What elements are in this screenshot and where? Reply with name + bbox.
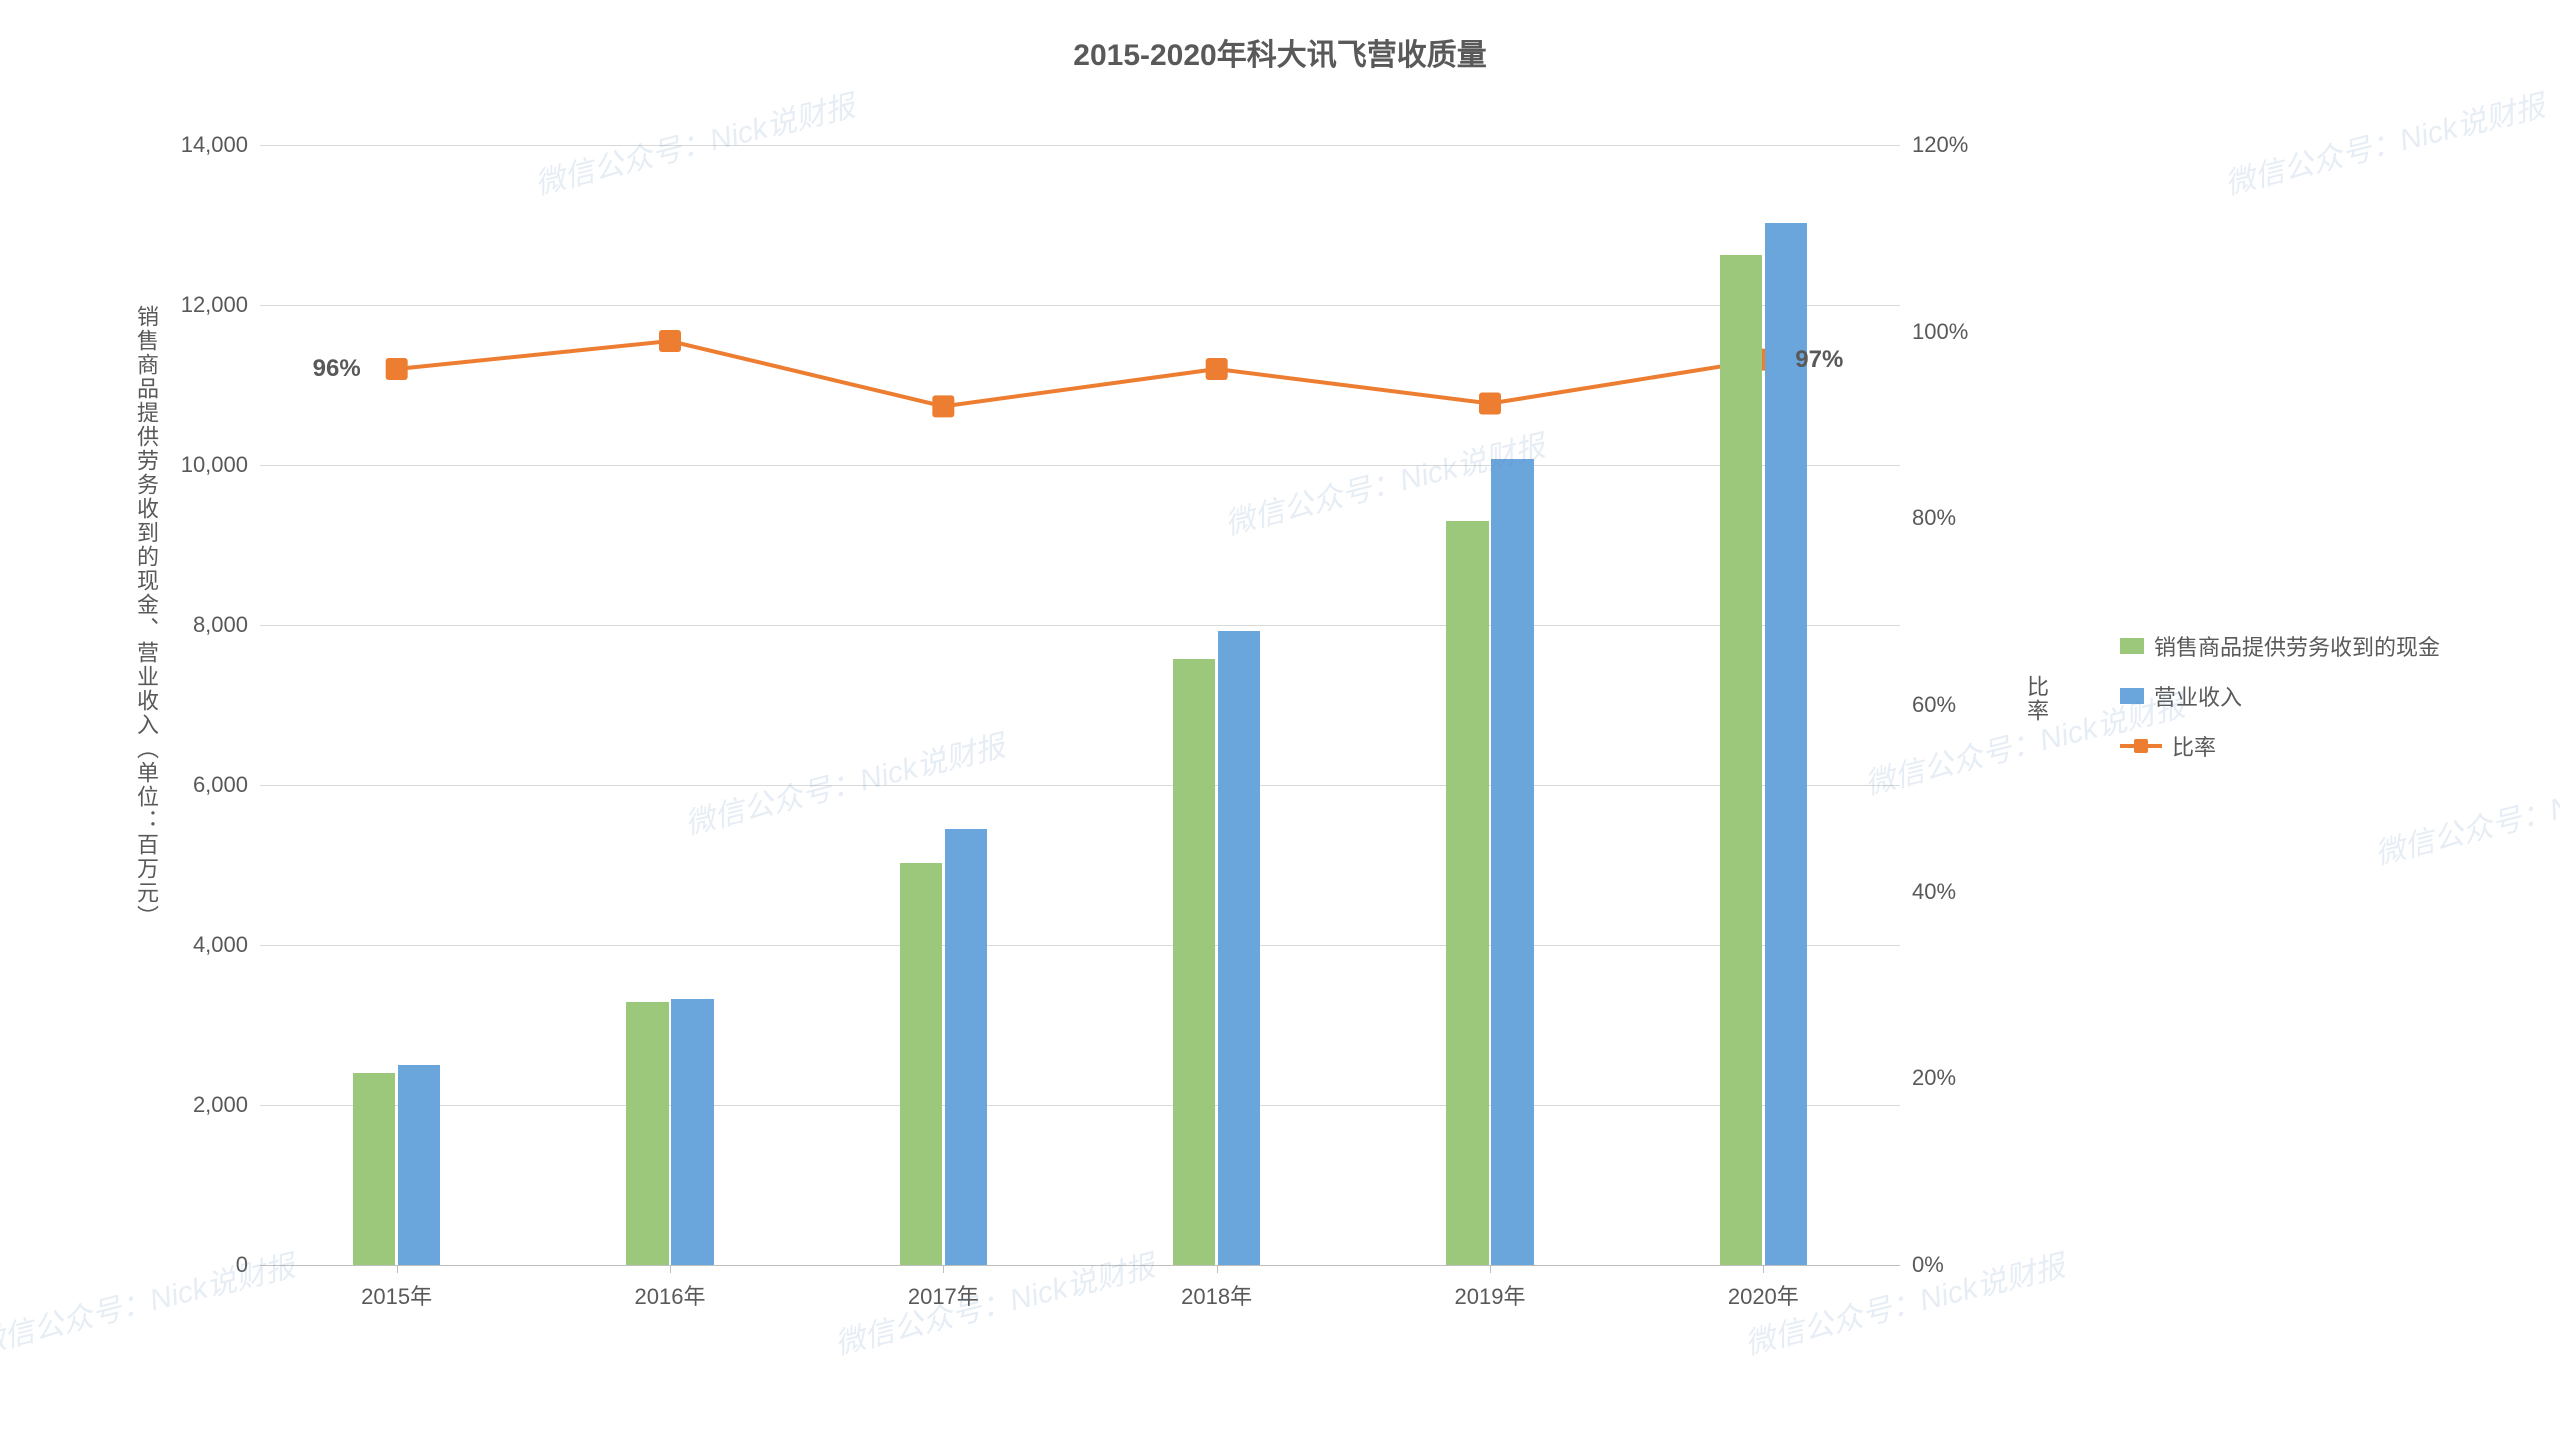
bar xyxy=(1720,255,1762,1265)
y-left-axis-title: 销售商品提供劳务收到的现金、营业收入（单位：百万元） xyxy=(130,305,162,929)
chart-title: 2015-2020年科大讯飞营收质量 xyxy=(0,30,2560,74)
ratio-marker xyxy=(659,330,681,352)
x-tick-label: 2018年 xyxy=(1181,1265,1252,1311)
y-left-tick: 14,000 xyxy=(181,132,260,158)
bar xyxy=(1446,521,1488,1265)
ratio-marker xyxy=(1479,393,1501,415)
x-tick-label: 2017年 xyxy=(908,1265,979,1311)
y-right-tick: 20% xyxy=(1900,1065,1956,1091)
y-left-tick: 2,000 xyxy=(193,1092,260,1118)
ratio-marker xyxy=(386,358,408,380)
ratio-marker xyxy=(932,395,954,417)
ratio-data-label: 96% xyxy=(313,355,361,383)
y-right-tick: 120% xyxy=(1900,132,1968,158)
y-right-axis-title: 比率 xyxy=(2020,675,2052,723)
x-tick-label: 2020年 xyxy=(1728,1265,1799,1311)
x-tick-label: 2016年 xyxy=(635,1265,706,1311)
bar xyxy=(1765,223,1807,1265)
ratio-polyline xyxy=(397,341,1764,406)
y-right-tick: 80% xyxy=(1900,505,1956,531)
ratio-data-label: 97% xyxy=(1795,346,1843,374)
y-right-tick: 60% xyxy=(1900,692,1956,718)
legend-swatch xyxy=(2120,688,2144,704)
legend-label: 比率 xyxy=(2172,730,2216,762)
ratio-line xyxy=(260,145,1900,1265)
ratio-marker xyxy=(1206,358,1228,380)
x-tick-label: 2019年 xyxy=(1455,1265,1526,1311)
gridline xyxy=(260,305,1900,306)
plot-area: 02,0004,0006,0008,00010,00012,00014,0000… xyxy=(260,145,1900,1265)
bar xyxy=(1173,659,1215,1265)
legend-item: 比率 xyxy=(2120,730,2440,762)
gridline xyxy=(260,785,1900,786)
y-left-tick: 4,000 xyxy=(193,932,260,958)
gridline xyxy=(260,1105,1900,1106)
y-left-tick: 0 xyxy=(236,1252,260,1278)
bar xyxy=(900,863,942,1265)
y-right-tick: 0% xyxy=(1900,1252,1944,1278)
bar xyxy=(671,999,713,1265)
y-right-tick: 100% xyxy=(1900,319,1968,345)
y-left-tick: 6,000 xyxy=(193,772,260,798)
bar xyxy=(1491,459,1533,1265)
gridline xyxy=(260,145,1900,146)
legend-label: 营业收入 xyxy=(2154,680,2242,712)
x-axis-line xyxy=(260,1265,1900,1266)
watermark: 微信公众号：Nick说财报 xyxy=(2220,81,2549,203)
bar xyxy=(353,1073,395,1265)
gridline xyxy=(260,945,1900,946)
bar xyxy=(945,829,987,1265)
y-left-tick: 12,000 xyxy=(181,292,260,318)
legend-label: 销售商品提供劳务收到的现金 xyxy=(2154,630,2440,662)
gridline xyxy=(260,625,1900,626)
bar xyxy=(398,1065,440,1265)
y-right-tick: 40% xyxy=(1900,879,1956,905)
bar xyxy=(626,1002,668,1265)
legend-line-icon xyxy=(2120,739,2162,753)
bar xyxy=(1218,631,1260,1265)
y-left-tick: 10,000 xyxy=(181,452,260,478)
legend-item: 销售商品提供劳务收到的现金 xyxy=(2120,630,2440,662)
gridline xyxy=(260,465,1900,466)
legend: 销售商品提供劳务收到的现金营业收入比率 xyxy=(2120,630,2440,780)
x-tick-label: 2015年 xyxy=(361,1265,432,1311)
legend-item: 营业收入 xyxy=(2120,680,2440,712)
y-left-tick: 8,000 xyxy=(193,612,260,638)
legend-swatch xyxy=(2120,638,2144,654)
